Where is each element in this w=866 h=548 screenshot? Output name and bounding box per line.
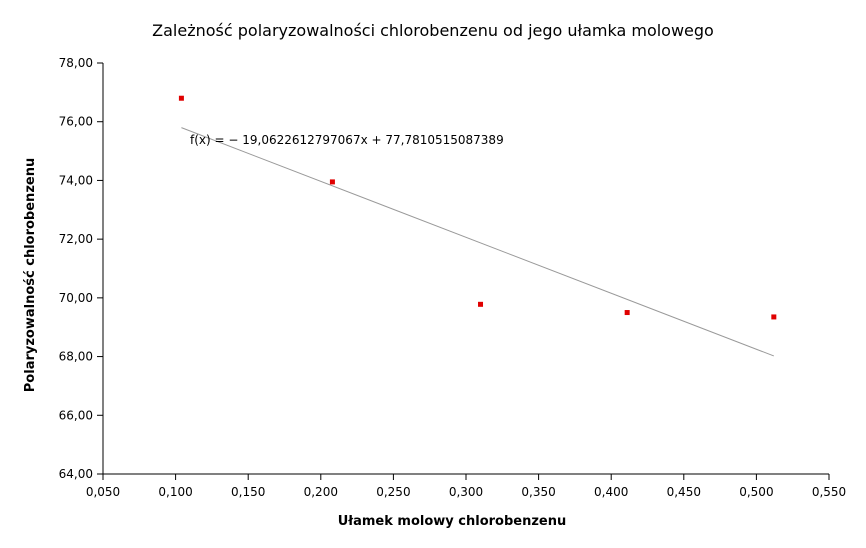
y-tick-label: 70,00 [59,291,93,305]
x-tick-label: 0,300 [449,485,483,499]
x-tick-label: 0,250 [376,485,410,499]
trendline-group [181,127,775,357]
y-tick-label: 64,00 [59,467,93,481]
trendline [181,127,775,357]
y-tick-label: 66,00 [59,408,93,422]
y-axis-label: Polaryzowalność chlorobenzenu [23,158,38,392]
chart-title: Zależność polaryzowalności chlorobenzenu… [152,21,714,40]
data-points [178,95,777,320]
ticks: 0,050 0,100 0,150 0,200 0,250 0,300 0,350 0,400… [59,56,847,499]
data-point [624,310,630,316]
x-tick-label: 0,450 [667,485,701,499]
x-tick-label: 0,100 [158,485,192,499]
trendline-equation: f(x) = − 19,0622612797067x + 77,78105150… [190,133,504,147]
axes [102,63,829,475]
x-tick-label: 0,050 [86,485,120,499]
y-tick-label: 78,00 [59,56,93,70]
data-point [771,314,777,320]
data-point [478,301,484,307]
y-tick-label: 76,00 [59,115,93,129]
x-tick-label: 0,500 [739,485,773,499]
data-point [178,95,184,101]
y-tick-label: 68,00 [59,350,93,364]
x-tick-label: 0,550 [812,485,846,499]
data-point [329,179,335,185]
x-tick-label: 0,200 [304,485,338,499]
y-tick-label: 74,00 [59,173,93,187]
x-axis-label: Ułamek molowy chlorobenzenu [338,514,567,529]
x-tick-label: 0,150 [231,485,265,499]
x-tick-label: 0,350 [521,485,555,499]
y-tick-label: 72,00 [59,232,93,246]
x-tick-label: 0,400 [594,485,628,499]
